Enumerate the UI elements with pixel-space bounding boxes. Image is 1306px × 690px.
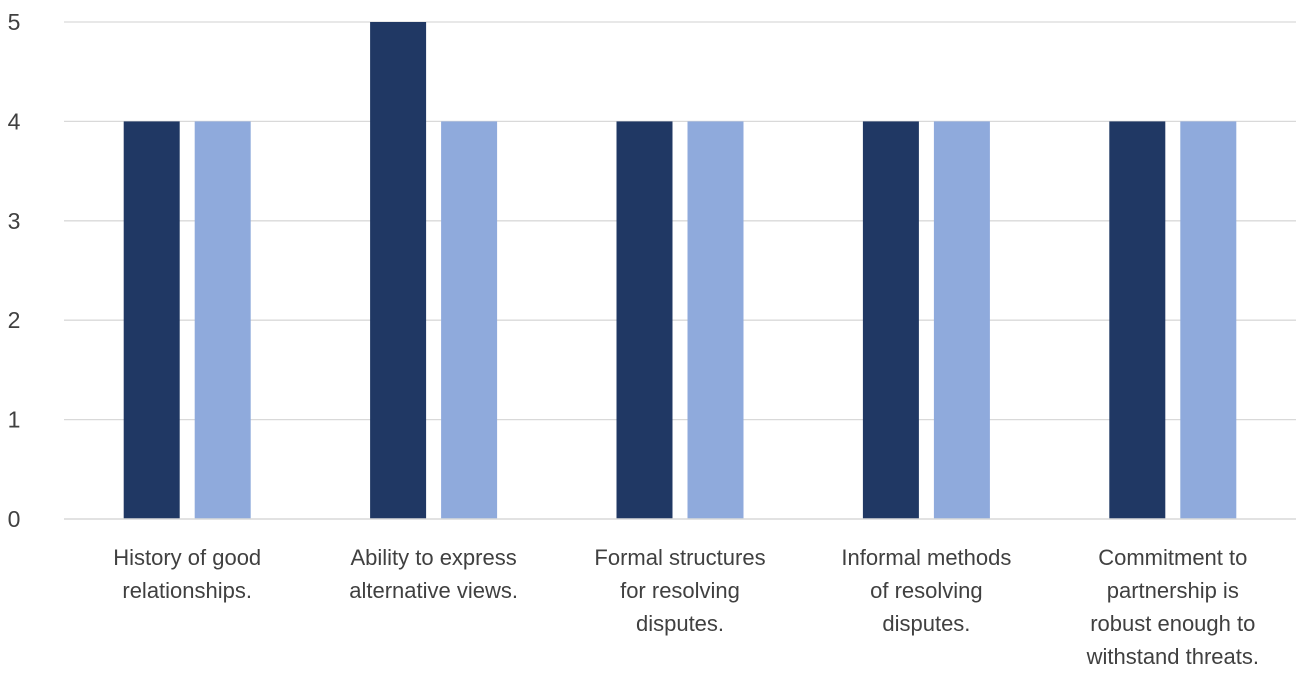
x-tick-label: History of good relationships.	[113, 545, 261, 603]
bar-series-1-5	[1109, 121, 1166, 520]
bar-series-2-4	[933, 121, 990, 520]
bar-series-1-1	[123, 121, 180, 520]
x-tick-label-line: Commitment to	[1098, 545, 1247, 570]
x-tick-label-line: Ability to express	[350, 545, 516, 570]
y-tick-label: 4	[8, 108, 21, 134]
x-tick-label-line: disputes.	[882, 611, 970, 636]
bar-series-2-2	[441, 121, 498, 520]
x-tick-label-line: withstand threats.	[1086, 644, 1259, 669]
bar-series-2-5	[1180, 121, 1237, 520]
x-tick-label-line: disputes.	[636, 611, 724, 636]
y-tick-label: 1	[8, 407, 21, 433]
x-tick-label: Formal structures for resolving disputes.	[594, 545, 765, 636]
y-axis-ticks: 0 1 2 3 4 5	[8, 9, 21, 532]
bar-series-1-4	[862, 121, 919, 520]
bar-series-1-3	[616, 121, 673, 520]
x-tick-label-line: robust enough to	[1090, 611, 1255, 636]
bars	[123, 22, 1237, 520]
y-tick-label: 3	[8, 208, 21, 234]
x-tick-label: Informal methods of resolving disputes.	[841, 545, 1011, 636]
x-tick-label-line: of resolving	[870, 578, 983, 603]
x-tick-label-line: Informal methods	[841, 545, 1011, 570]
y-tick-label: 0	[8, 506, 21, 532]
gridlines	[64, 21, 1296, 421]
y-tick-label: 2	[8, 307, 21, 333]
x-tick-label-line: alternative views.	[349, 578, 518, 603]
x-tick-label-line: History of good	[113, 545, 261, 570]
x-tick-label-line: Formal structures	[594, 545, 765, 570]
bar-series-2-1	[194, 121, 251, 520]
x-axis-labels: History of good relationships. Ability to …	[113, 545, 1259, 669]
x-tick-label: Commitment to partnership is robust enough…	[1086, 545, 1259, 669]
x-tick-label-line: relationships.	[122, 578, 252, 603]
y-tick-label: 5	[8, 9, 21, 35]
x-tick-label-line: for resolving	[620, 578, 740, 603]
bar-series-1-2	[370, 22, 427, 519]
bar-series-2-3	[687, 121, 744, 520]
x-tick-label-line: partnership is	[1107, 578, 1239, 603]
x-tick-label: Ability to express alternative views.	[349, 545, 518, 603]
